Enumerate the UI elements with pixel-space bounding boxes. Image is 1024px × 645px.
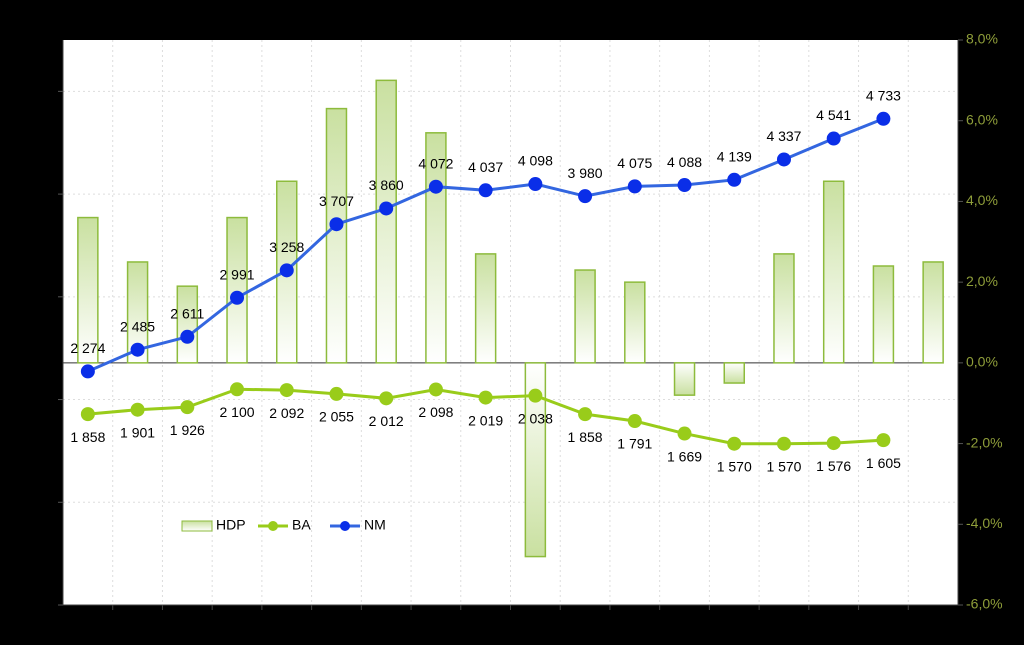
marker <box>478 183 493 198</box>
data-label: 2 055 <box>319 409 354 425</box>
marker <box>180 400 195 415</box>
data-label: 4 541 <box>816 107 851 123</box>
marker <box>578 189 593 204</box>
marker <box>379 201 394 216</box>
marker <box>826 131 841 146</box>
bar <box>673 362 696 396</box>
data-label: 2 098 <box>418 404 453 420</box>
bar <box>474 253 497 364</box>
data-label: 2 485 <box>120 318 155 334</box>
bar <box>723 362 745 384</box>
data-label: 2 991 <box>220 266 255 282</box>
bar <box>375 79 397 364</box>
bar <box>524 362 547 558</box>
y2-tick-label: -4,0% <box>966 515 1003 531</box>
data-label: 3 707 <box>319 193 354 209</box>
data-label: 1 605 <box>866 455 901 471</box>
data-label: 4 337 <box>766 128 801 144</box>
data-label: 4 733 <box>866 87 901 103</box>
y2-tick-label: 0,0% <box>966 354 998 370</box>
marker <box>428 382 443 397</box>
marker <box>80 364 95 379</box>
marker <box>329 217 344 232</box>
data-label: 1 669 <box>667 448 702 464</box>
data-label: 2 038 <box>518 410 553 426</box>
data-label: 3 860 <box>369 177 404 193</box>
bar <box>77 216 99 364</box>
marker <box>379 391 394 406</box>
marker <box>727 436 742 451</box>
bar <box>822 180 845 364</box>
marker <box>279 263 294 278</box>
marker <box>230 382 245 397</box>
y2-tick-label: -6,0% <box>966 596 1003 612</box>
data-label: 4 037 <box>468 159 503 175</box>
y2-tick-label: 6,0% <box>966 111 998 127</box>
data-label: 4 088 <box>667 154 702 170</box>
data-label: 2 100 <box>220 404 255 420</box>
data-label: 1 570 <box>766 458 801 474</box>
marker <box>578 407 593 422</box>
legend-swatch <box>340 521 350 531</box>
bar <box>872 265 895 364</box>
marker <box>80 407 95 422</box>
y2-tick-label: 4,0% <box>966 192 998 208</box>
data-label: 1 791 <box>617 436 652 452</box>
y2-tick-label: 8,0% <box>966 31 998 47</box>
bar <box>773 253 795 364</box>
marker <box>329 386 344 401</box>
marker <box>776 152 791 167</box>
legend-label: HDP <box>216 517 246 533</box>
marker <box>876 433 891 448</box>
data-label: 3 980 <box>568 165 603 181</box>
marker <box>826 436 841 451</box>
data-label: 2 611 <box>170 305 204 321</box>
data-label: 4 139 <box>717 149 752 165</box>
marker <box>677 178 692 193</box>
marker <box>230 290 245 305</box>
marker <box>776 436 791 451</box>
legend-label: BA <box>292 517 311 533</box>
data-label: 2 092 <box>269 405 304 421</box>
data-label: 4 072 <box>418 155 453 171</box>
marker <box>627 414 642 429</box>
marker <box>130 402 145 417</box>
data-label: 4 098 <box>518 153 553 169</box>
marker <box>428 179 443 194</box>
bar <box>126 261 149 364</box>
bar <box>922 261 944 364</box>
marker <box>130 342 145 357</box>
data-label: 1 926 <box>170 422 205 438</box>
legend-label: NM <box>364 517 386 533</box>
data-label: 1 858 <box>70 429 105 445</box>
legend-swatch <box>181 520 213 532</box>
marker <box>528 177 543 192</box>
marker <box>180 329 195 344</box>
y2-tick-label: 2,0% <box>966 273 998 289</box>
data-label: 2 019 <box>468 412 503 428</box>
legend-swatch <box>268 521 278 531</box>
marker <box>478 390 493 405</box>
data-label: 2 012 <box>369 413 404 429</box>
bar <box>226 216 248 364</box>
data-label: 4 075 <box>617 155 652 171</box>
data-label: 1 570 <box>717 458 752 474</box>
marker <box>279 383 294 398</box>
marker <box>727 172 742 187</box>
marker <box>528 388 543 403</box>
bar <box>574 269 596 364</box>
data-label: 3 258 <box>269 239 304 255</box>
data-label: 1 576 <box>816 458 851 474</box>
data-label: 1 858 <box>568 429 603 445</box>
marker <box>627 179 642 194</box>
bar <box>176 285 199 364</box>
data-label: 2 274 <box>70 340 105 356</box>
bar <box>624 281 646 364</box>
y2-tick-label: -2,0% <box>966 434 1003 450</box>
marker <box>677 426 692 441</box>
marker <box>876 111 891 126</box>
data-label: 1 901 <box>120 424 155 440</box>
bar <box>325 107 348 364</box>
